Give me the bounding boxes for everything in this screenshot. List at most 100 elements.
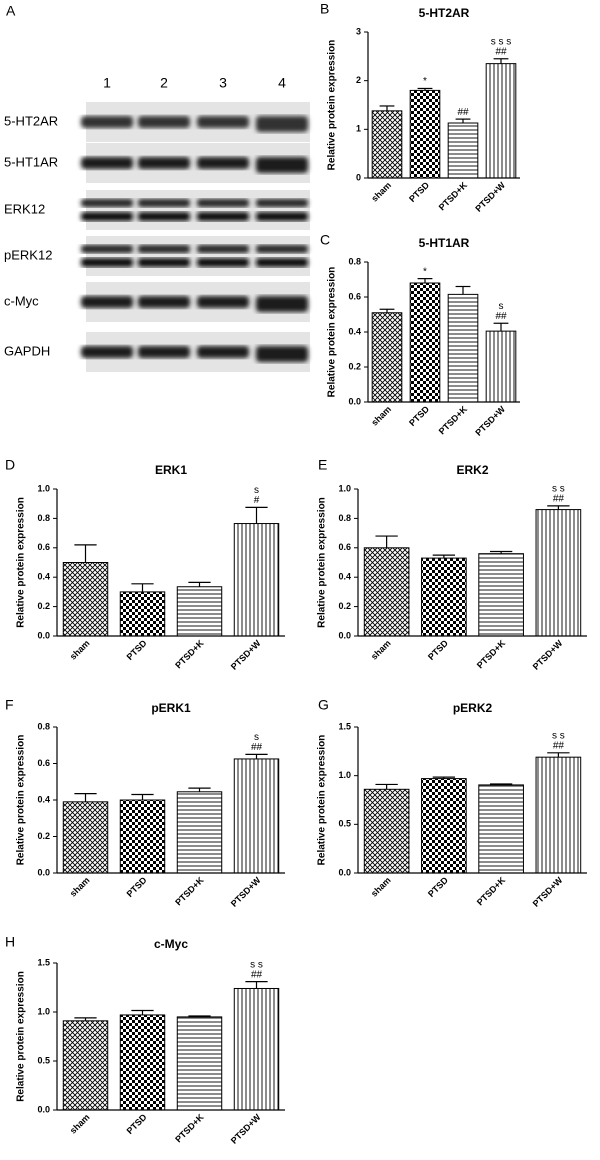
panel-label: D bbox=[5, 457, 15, 473]
panel-label: B bbox=[320, 1, 329, 17]
y-tick-label: 0.6 bbox=[348, 291, 361, 301]
x-tick-label: PTSD bbox=[125, 875, 149, 899]
y-axis-label: Relative protein expression bbox=[317, 735, 328, 866]
chart-title: pERK1 bbox=[151, 701, 191, 715]
chart-title: 5-HT1AR bbox=[419, 236, 470, 250]
x-tick-label: PTSD+K bbox=[437, 180, 470, 213]
significance-mark: s s bbox=[552, 484, 565, 495]
x-tick-label: PTSD+W bbox=[229, 875, 263, 909]
blot-band bbox=[256, 258, 308, 267]
blot-band bbox=[81, 212, 133, 221]
y-tick-label: 1.5 bbox=[338, 721, 351, 731]
y-tick-label: 1.0 bbox=[37, 1006, 50, 1016]
significance-mark: ## bbox=[251, 969, 263, 980]
blot-row-label: 5-HT1AR bbox=[4, 154, 58, 169]
x-tick-label: sham bbox=[68, 875, 92, 899]
x-tick-label: PTSD+W bbox=[473, 180, 507, 214]
y-tick-label: 0.5 bbox=[338, 819, 351, 829]
y-tick-label: 1 bbox=[356, 124, 361, 134]
significance-mark: * bbox=[423, 76, 427, 87]
blot-band bbox=[256, 199, 308, 207]
blot-row-label: 5-HT2AR bbox=[4, 113, 58, 128]
bar bbox=[176, 586, 223, 637]
bar bbox=[119, 799, 166, 874]
panel-label: H bbox=[5, 934, 15, 950]
y-axis-label: Relative protein expression bbox=[16, 497, 27, 628]
panel-label: E bbox=[318, 457, 327, 473]
x-tick-label: PTSD+K bbox=[173, 875, 206, 908]
y-axis-label: Relative protein expression bbox=[327, 267, 338, 398]
x-tick-label: sham bbox=[369, 875, 393, 899]
chart-title: c-Myc bbox=[154, 937, 188, 951]
significance-mark: ## bbox=[251, 742, 263, 753]
y-tick-label: 0.6 bbox=[338, 542, 351, 552]
blot-band bbox=[197, 346, 249, 358]
significance-mark: * bbox=[423, 266, 427, 277]
y-tick-label: 0.2 bbox=[338, 601, 351, 611]
bar bbox=[478, 553, 524, 637]
y-tick-label: 0.4 bbox=[348, 326, 361, 336]
lane-number: 3 bbox=[219, 75, 227, 91]
blot-band bbox=[197, 212, 249, 221]
y-tick-label: 0.8 bbox=[338, 513, 351, 523]
x-tick-label: PTSD bbox=[407, 404, 431, 428]
x-tick-label: sham bbox=[369, 404, 393, 428]
bar bbox=[233, 523, 280, 637]
blot-band bbox=[256, 245, 308, 253]
blot-band bbox=[81, 245, 133, 253]
x-tick-label: PTSD bbox=[426, 875, 450, 899]
y-tick-label: 0.8 bbox=[348, 256, 361, 266]
significance-mark: s bbox=[254, 485, 259, 496]
bar bbox=[421, 778, 467, 874]
bar bbox=[62, 1020, 109, 1111]
lane-number: 4 bbox=[278, 75, 286, 91]
y-tick-label: 0.0 bbox=[348, 396, 361, 406]
bar bbox=[62, 801, 109, 874]
blot-band bbox=[138, 245, 190, 253]
y-tick-label: 2 bbox=[356, 75, 361, 85]
x-tick-label: sham bbox=[369, 180, 393, 204]
significance-mark: ## bbox=[553, 494, 565, 505]
blot-band bbox=[138, 157, 190, 169]
x-tick-label: PTSD bbox=[426, 638, 450, 662]
blot-band bbox=[138, 212, 190, 221]
y-tick-label: 3 bbox=[356, 26, 361, 36]
y-tick-label: 0.4 bbox=[37, 572, 50, 582]
x-tick-label: PTSD+K bbox=[437, 404, 470, 437]
bar bbox=[447, 293, 479, 403]
significance-mark: ## bbox=[457, 107, 469, 118]
lane-number: 1 bbox=[103, 75, 111, 91]
blot-band bbox=[138, 346, 190, 358]
panel-label: A bbox=[6, 3, 16, 19]
significance-mark: ## bbox=[495, 311, 507, 322]
bar bbox=[485, 330, 517, 403]
significance-mark: s bbox=[499, 301, 504, 312]
y-tick-label: 0.5 bbox=[37, 1055, 50, 1065]
y-tick-label: 0.8 bbox=[37, 721, 50, 731]
lane-number: 2 bbox=[160, 75, 168, 91]
blot-band bbox=[256, 296, 308, 312]
significance-mark: ## bbox=[553, 740, 565, 751]
bar bbox=[409, 89, 441, 179]
chart-title: 5-HT2AR bbox=[419, 6, 470, 20]
significance-mark: s s bbox=[250, 959, 263, 970]
blot-band bbox=[81, 258, 133, 267]
blot-band bbox=[256, 346, 308, 362]
blot-band bbox=[197, 199, 249, 207]
blot-band bbox=[138, 199, 190, 207]
blot-strip bbox=[86, 190, 310, 230]
bar bbox=[447, 122, 479, 179]
significance-mark: s s bbox=[552, 730, 565, 741]
y-tick-label: 1.0 bbox=[338, 770, 351, 780]
y-tick-label: 0.2 bbox=[348, 361, 361, 371]
panel-label: G bbox=[318, 697, 329, 713]
x-tick-label: PTSD+W bbox=[531, 875, 565, 909]
y-tick-label: 0.6 bbox=[37, 542, 50, 552]
x-tick-label: PTSD+W bbox=[531, 638, 565, 672]
blot-strip bbox=[86, 236, 310, 276]
blot-band bbox=[197, 157, 249, 169]
x-tick-label: PTSD bbox=[407, 180, 431, 204]
y-tick-label: 0.0 bbox=[37, 630, 50, 640]
y-tick-label: 0.4 bbox=[338, 572, 351, 582]
blot-band bbox=[138, 258, 190, 267]
